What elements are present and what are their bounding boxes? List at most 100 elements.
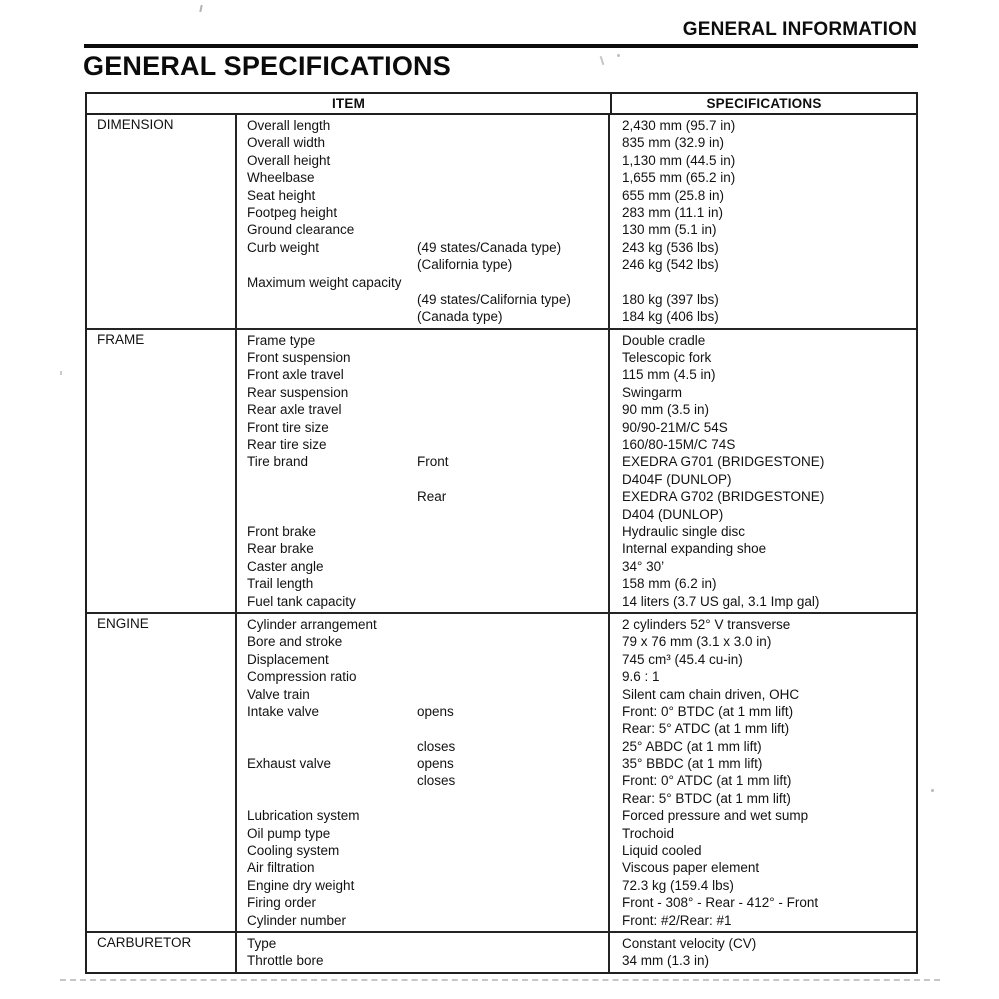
spec-line: 158 mm (6.2 in): [622, 576, 717, 592]
item-line: [237, 471, 608, 488]
item-line: Front suspension: [237, 349, 608, 366]
spec-line: 14 liters (3.7 US gal, 3.1 Imp gal): [622, 593, 820, 609]
item-label: Engine dry weight: [247, 877, 355, 893]
item-line: [237, 506, 608, 523]
spec-line: 745 cm³ (45.4 cu-in): [622, 651, 743, 667]
item-line: Exhaust valve opens: [237, 755, 608, 772]
spec-line: 79 x 76 mm (3.1 x 3.0 in): [622, 634, 772, 650]
item-label: Intake valve: [247, 703, 320, 719]
item-line: (California type): [237, 256, 608, 273]
spec-line: 34 mm (1.3 in): [622, 953, 710, 969]
item-label: Rear tire size: [247, 437, 327, 453]
item-label: Ground clearance: [247, 222, 355, 238]
spec-line: Forced pressure and wet sump: [622, 808, 809, 824]
item-line: Frame type: [237, 332, 608, 349]
table-section: ENGINE Cylinder arrangement Bore and strok…: [87, 611, 916, 931]
item-label: Rear suspension: [247, 384, 349, 400]
item-line: [237, 790, 608, 807]
item-label: Front tire size: [247, 419, 329, 435]
spec-line: EXEDRA G701 (BRIDGESTONE): [622, 454, 825, 470]
spec-line: Front: 0° BTDC (at 1 mm lift): [622, 703, 794, 719]
spec-column: 2,430 mm (95.7 in) 835 mm (32.9 in) 1,130 …: [610, 115, 916, 328]
item-line: Tire brand Front: [237, 453, 608, 470]
spec-line: Swingarm: [622, 384, 683, 400]
item-sub-label: (Canada type): [417, 309, 503, 325]
spec-line: 835 mm (32.9 in): [622, 135, 725, 151]
item-line: Type: [237, 935, 608, 952]
spec-line: Double cradle: [622, 332, 706, 348]
spec-line: Telescopic fork: [622, 350, 712, 366]
item-label: Frame type: [247, 332, 316, 348]
item-label: Front brake: [247, 523, 317, 539]
spec-line: Viscous paper element: [622, 860, 760, 876]
item-label: Trail length: [247, 576, 314, 592]
item-label: Exhaust valve: [247, 756, 332, 772]
spec-line: 2 cylinders 52° V transverse: [622, 616, 791, 632]
spec-line: 180 kg (397 lbs): [622, 291, 719, 307]
item-line: Overall width: [237, 134, 608, 151]
spec-line: 283 mm (11.1 in): [622, 204, 724, 220]
spec-line: Front - 308° - Rear - 412° - Front: [622, 895, 819, 911]
item-label: Seat height: [247, 187, 316, 203]
spec-line: Internal expanding shoe: [622, 541, 767, 557]
item-sub-label: (49 states/California type): [417, 291, 571, 307]
header-rule: [84, 44, 918, 48]
item-sub-label: opens: [417, 756, 454, 772]
spec-line: 184 kg (406 lbs): [622, 309, 719, 325]
item-label: Cylinder arrangement: [247, 616, 377, 632]
spec-line: Rear: 5° BTDC (at 1 mm lift): [622, 790, 791, 806]
category-cell: FRAME: [87, 329, 237, 612]
item-label: Cooling system: [247, 843, 340, 859]
item-sub-label: Rear: [417, 489, 447, 505]
spec-line: D404 (DUNLOP): [622, 506, 724, 522]
item-line: Engine dry weight: [237, 877, 608, 894]
item-label: Compression ratio: [247, 669, 357, 685]
spec-line: 25° ABDC (at 1 mm lift): [622, 738, 762, 754]
spec-column: Double cradle Telescopic fork 115 mm (4.5 …: [610, 330, 916, 612]
item-label: Rear brake: [247, 541, 314, 557]
spec-line: D404F (DUNLOP): [622, 471, 732, 487]
item-line: Ground clearance: [237, 221, 608, 238]
spec-line: 160/80-15M/C 74S: [622, 437, 736, 453]
spec-line: 34° 30’: [622, 558, 665, 574]
item-line: Rear brake: [237, 540, 608, 557]
item-line: Oil pump type: [237, 825, 608, 842]
spec-line: Rear: 5° ATDC (at 1 mm lift): [622, 721, 790, 737]
page-title: GENERAL SPECIFICATIONS: [83, 51, 451, 81]
spec-line: Trochoid: [622, 825, 675, 841]
item-label: Air filtration: [247, 860, 315, 876]
spec-column: Constant velocity (CV) 34 mm (1.3 in): [610, 933, 916, 972]
item-sub-label: opens: [417, 703, 454, 719]
spec-line: 1,130 mm (44.5 in): [622, 152, 736, 168]
scan-artifact: [60, 371, 62, 375]
item-line: Rear tire size: [237, 436, 608, 453]
item-label: Maximum weight capacity: [247, 274, 402, 290]
item-line: Wheelbase: [237, 169, 608, 186]
item-line: Cylinder arrangement: [237, 616, 608, 633]
spec-line: 115 mm (4.5 in): [622, 367, 716, 383]
item-label: Lubrication system: [247, 808, 360, 824]
item-line: Overall length: [237, 117, 608, 134]
spec-line: Hydraulic single disc: [622, 523, 746, 539]
item-column: Overall length Overall width Overall heigh…: [237, 115, 610, 328]
spec-line: 9.6 : 1: [622, 669, 660, 685]
spec-line: 90/90-21M/C 54S: [622, 419, 728, 435]
item-line: Overall height: [237, 152, 608, 169]
item-line: Front axle travel: [237, 366, 608, 383]
category-label: CARBURETOR: [97, 934, 192, 950]
item-line: Throttle bore: [237, 952, 608, 969]
item-label: Wheelbase: [247, 170, 315, 186]
table-section: DIMENSION Overall length Overall width Over…: [87, 115, 916, 328]
item-line: Cylinder number: [237, 912, 608, 929]
item-line: Footpeg height: [237, 204, 608, 221]
spec-line: 90 mm (3.5 in): [622, 402, 710, 418]
spec-line: 246 kg (542 lbs): [622, 257, 719, 273]
item-label: Overall width: [247, 135, 326, 151]
item-line: Compression ratio: [237, 668, 608, 685]
spec-line: [610, 274, 916, 291]
item-label: Throttle bore: [247, 953, 324, 969]
item-label: Overall height: [247, 152, 331, 168]
item-label: Rear axle travel: [247, 402, 342, 418]
column-header-specifications: SPECIFICATIONS: [610, 94, 916, 113]
